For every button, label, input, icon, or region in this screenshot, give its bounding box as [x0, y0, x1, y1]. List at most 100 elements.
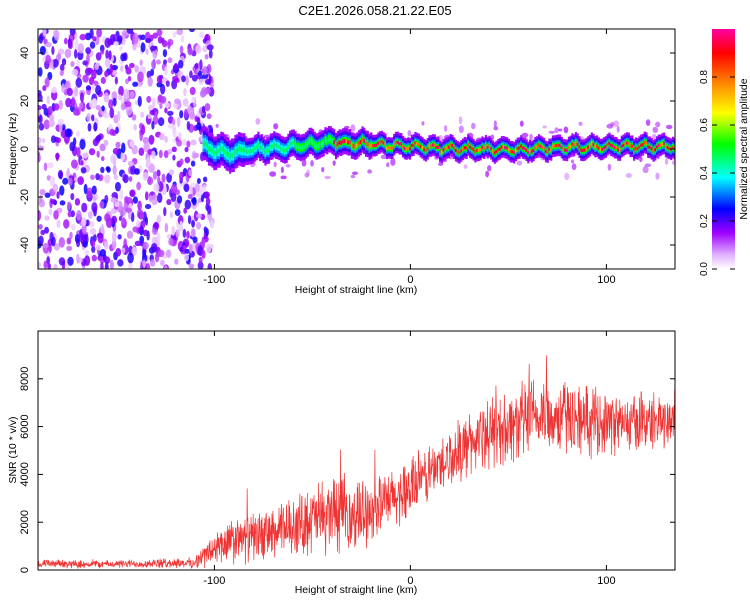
spectrogram-cell	[237, 146, 241, 152]
spectrogram-cell	[186, 140, 191, 148]
spectrogram-cell	[174, 209, 181, 217]
spectrogram-cell	[161, 173, 166, 183]
spectrogram-cell	[164, 222, 169, 233]
spectrogram-x-label: Height of straight line (km)	[295, 284, 418, 296]
spectrogram-cell	[638, 145, 641, 149]
spectrogram-cell	[266, 148, 269, 153]
spectrogram-cell	[332, 160, 336, 166]
spectrogram-cell	[108, 99, 114, 109]
spectrogram-cell	[197, 197, 202, 203]
spectrogram-cell	[184, 146, 189, 153]
spectrogram-cell	[202, 176, 208, 183]
spectrogram-cell	[253, 146, 256, 151]
spectrogram-cell	[390, 158, 396, 166]
spectrogram-cell	[79, 92, 84, 103]
spectrogram-cell	[74, 85, 79, 97]
spectrogram-cell	[91, 114, 95, 122]
spectrogram-cell	[132, 196, 138, 204]
spectrogram-cell	[551, 144, 555, 148]
colorbar: 0.0 0.2 0.4 0.6 0.8 Normalized spectral ampl…	[699, 29, 750, 276]
spectrogram-cell	[273, 123, 279, 130]
spectrogram-cell	[195, 44, 202, 54]
spectrogram-cell	[521, 146, 525, 150]
spectrogram-cell	[333, 140, 336, 145]
spectrogram-cell	[81, 216, 87, 227]
spectrogram-cell	[140, 42, 146, 53]
spectrogram-cell	[125, 104, 133, 116]
spectrogram-cell	[587, 145, 590, 149]
spectrogram-cell	[571, 142, 574, 146]
spectrogram-cell	[187, 105, 192, 115]
snr-series-line	[38, 355, 675, 570]
spectrogram-cell	[53, 263, 58, 269]
spectrogram-cell	[46, 162, 54, 169]
spectrogram-cell	[382, 141, 385, 145]
spectrogram-cell	[557, 128, 563, 132]
spectrogram-cell	[141, 124, 146, 135]
spectrogram-cell	[43, 119, 50, 130]
colorbar-tick-label: 0.8	[699, 70, 710, 84]
spectrogram-cell	[440, 150, 443, 155]
spectrogram-cell	[666, 146, 669, 150]
spectrogram-cell	[294, 142, 297, 147]
spectrogram-cell	[59, 185, 65, 196]
spectrogram-cell	[567, 145, 570, 150]
spectrogram-cell	[426, 147, 429, 151]
spectrogram-cell	[536, 145, 539, 149]
spectrogram-cell	[458, 151, 461, 155]
spectrogram-cell	[164, 107, 168, 114]
y-tick-label: 2000	[19, 510, 31, 534]
spectrogram-cell	[64, 37, 68, 45]
spectrogram-cell	[590, 141, 593, 145]
spectrogram-cell	[463, 164, 468, 169]
spectrogram-cell	[99, 143, 106, 152]
spectrogram-cell	[38, 109, 41, 117]
spectrogram-cell	[255, 145, 258, 150]
spectrogram-cell	[120, 103, 127, 111]
spectrogram-cell	[147, 76, 153, 87]
x-tick-label: -100	[203, 274, 225, 286]
spectrogram-cell	[74, 38, 79, 50]
spectrogram-cell	[183, 87, 187, 97]
spectrogram-cell	[276, 144, 279, 149]
spectrogram-cell	[643, 140, 646, 145]
spectrogram-cell	[183, 183, 190, 193]
spectrogram-cell	[668, 146, 671, 150]
colorbar-tick-label: 0.4	[699, 166, 710, 180]
spectrogram-cell	[110, 197, 117, 203]
spectrogram-cell	[50, 198, 57, 205]
snr-y-label: SNR (10 * v/v)	[7, 416, 19, 483]
spectrogram-cell	[202, 184, 207, 193]
spectrogram-cell	[114, 76, 118, 85]
spectrogram-cell	[151, 60, 156, 69]
spectrogram-cell	[493, 151, 496, 155]
spectrogram-cell	[145, 156, 151, 167]
spectrogram-cell	[481, 145, 484, 149]
spectrogram-cell	[634, 146, 638, 150]
spectrogram-cell	[502, 145, 505, 149]
spectrogram-cell	[557, 143, 560, 147]
spectrogram-cell	[66, 168, 70, 177]
spectrogram-cell	[403, 146, 406, 151]
spectrogram-cell	[423, 148, 426, 152]
spectrogram-cell	[207, 146, 211, 152]
spectrogram-cell	[213, 150, 216, 156]
spectrogram-cell	[56, 137, 61, 144]
spectrogram-cell	[484, 144, 488, 148]
spectrogram-cell	[671, 145, 675, 150]
spectrogram-cell	[48, 119, 55, 128]
spectrogram-cell	[490, 147, 493, 151]
spectrogram-cell	[581, 148, 585, 153]
spectrogram-cell	[206, 142, 209, 148]
spectrogram-cell	[278, 144, 281, 149]
spectrogram-cell	[39, 195, 43, 204]
spectrogram-cell	[168, 237, 174, 246]
spectrogram-cell	[201, 238, 206, 249]
spectrogram-cell	[442, 148, 445, 152]
spectrogram-cell	[188, 29, 196, 33]
spectrogram-cell	[456, 150, 459, 154]
spectrogram-cell	[44, 192, 51, 198]
spectrogram-cell	[54, 29, 60, 41]
spectrogram-cell	[421, 146, 424, 150]
